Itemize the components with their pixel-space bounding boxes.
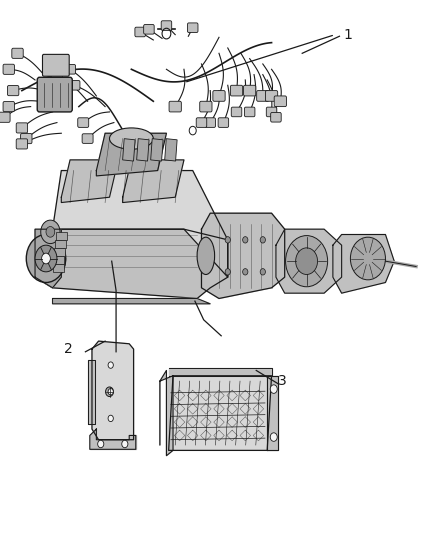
Circle shape — [108, 362, 113, 368]
FancyBboxPatch shape — [265, 91, 278, 101]
FancyBboxPatch shape — [12, 48, 23, 58]
FancyBboxPatch shape — [230, 85, 243, 96]
FancyBboxPatch shape — [218, 118, 229, 127]
FancyBboxPatch shape — [7, 85, 19, 96]
FancyBboxPatch shape — [257, 91, 269, 101]
Bar — [151, 139, 163, 161]
Polygon shape — [35, 229, 228, 298]
Bar — [53, 264, 64, 272]
Polygon shape — [160, 370, 173, 456]
Circle shape — [108, 389, 113, 395]
Circle shape — [35, 245, 57, 272]
FancyBboxPatch shape — [274, 96, 286, 107]
Text: 2: 2 — [64, 342, 72, 356]
Circle shape — [296, 248, 318, 274]
Polygon shape — [276, 229, 342, 293]
FancyBboxPatch shape — [42, 54, 69, 76]
Bar — [123, 139, 135, 161]
Polygon shape — [90, 429, 136, 449]
Polygon shape — [333, 235, 394, 293]
Ellipse shape — [110, 128, 153, 149]
FancyBboxPatch shape — [0, 112, 10, 122]
FancyBboxPatch shape — [205, 118, 215, 127]
Bar — [54, 248, 65, 256]
FancyBboxPatch shape — [213, 91, 225, 101]
FancyBboxPatch shape — [271, 112, 281, 122]
FancyBboxPatch shape — [82, 134, 93, 143]
Circle shape — [41, 220, 60, 244]
Polygon shape — [53, 298, 210, 304]
FancyBboxPatch shape — [3, 101, 14, 111]
Polygon shape — [88, 360, 95, 424]
Circle shape — [243, 237, 248, 243]
FancyBboxPatch shape — [144, 25, 154, 34]
Bar — [53, 256, 64, 264]
Polygon shape — [53, 171, 228, 277]
Polygon shape — [123, 160, 184, 203]
Circle shape — [108, 415, 113, 422]
FancyBboxPatch shape — [169, 101, 181, 112]
FancyBboxPatch shape — [244, 85, 256, 96]
Circle shape — [106, 387, 113, 397]
FancyBboxPatch shape — [266, 107, 277, 117]
FancyBboxPatch shape — [244, 107, 255, 117]
Circle shape — [225, 269, 230, 275]
Circle shape — [350, 237, 385, 280]
Polygon shape — [92, 341, 134, 440]
FancyBboxPatch shape — [196, 118, 207, 127]
FancyBboxPatch shape — [16, 139, 28, 149]
Circle shape — [122, 440, 128, 448]
Circle shape — [270, 433, 277, 441]
Circle shape — [260, 237, 265, 243]
FancyBboxPatch shape — [37, 77, 72, 112]
Text: 1: 1 — [344, 28, 353, 42]
FancyBboxPatch shape — [16, 123, 28, 133]
Polygon shape — [169, 376, 272, 450]
FancyBboxPatch shape — [52, 70, 63, 79]
FancyBboxPatch shape — [231, 107, 242, 117]
Bar — [165, 139, 177, 161]
Circle shape — [46, 227, 55, 237]
Polygon shape — [267, 376, 278, 450]
Circle shape — [260, 269, 265, 275]
Polygon shape — [169, 368, 272, 376]
FancyBboxPatch shape — [21, 133, 32, 143]
Bar — [56, 232, 67, 240]
Circle shape — [286, 236, 328, 287]
FancyBboxPatch shape — [135, 27, 145, 37]
Circle shape — [98, 440, 104, 448]
Ellipse shape — [197, 237, 215, 274]
FancyBboxPatch shape — [64, 64, 75, 74]
Circle shape — [26, 235, 66, 282]
FancyBboxPatch shape — [3, 64, 14, 74]
Text: 3: 3 — [278, 374, 287, 388]
Polygon shape — [35, 229, 61, 288]
Bar — [137, 139, 149, 161]
Circle shape — [270, 385, 277, 393]
Polygon shape — [96, 133, 166, 176]
Bar — [55, 240, 66, 248]
Polygon shape — [61, 160, 118, 203]
FancyBboxPatch shape — [78, 118, 88, 127]
Polygon shape — [201, 213, 285, 298]
Circle shape — [225, 237, 230, 243]
Circle shape — [243, 269, 248, 275]
FancyBboxPatch shape — [187, 23, 198, 33]
Circle shape — [42, 253, 50, 264]
FancyBboxPatch shape — [161, 21, 172, 30]
FancyBboxPatch shape — [69, 80, 80, 90]
FancyBboxPatch shape — [200, 101, 212, 112]
